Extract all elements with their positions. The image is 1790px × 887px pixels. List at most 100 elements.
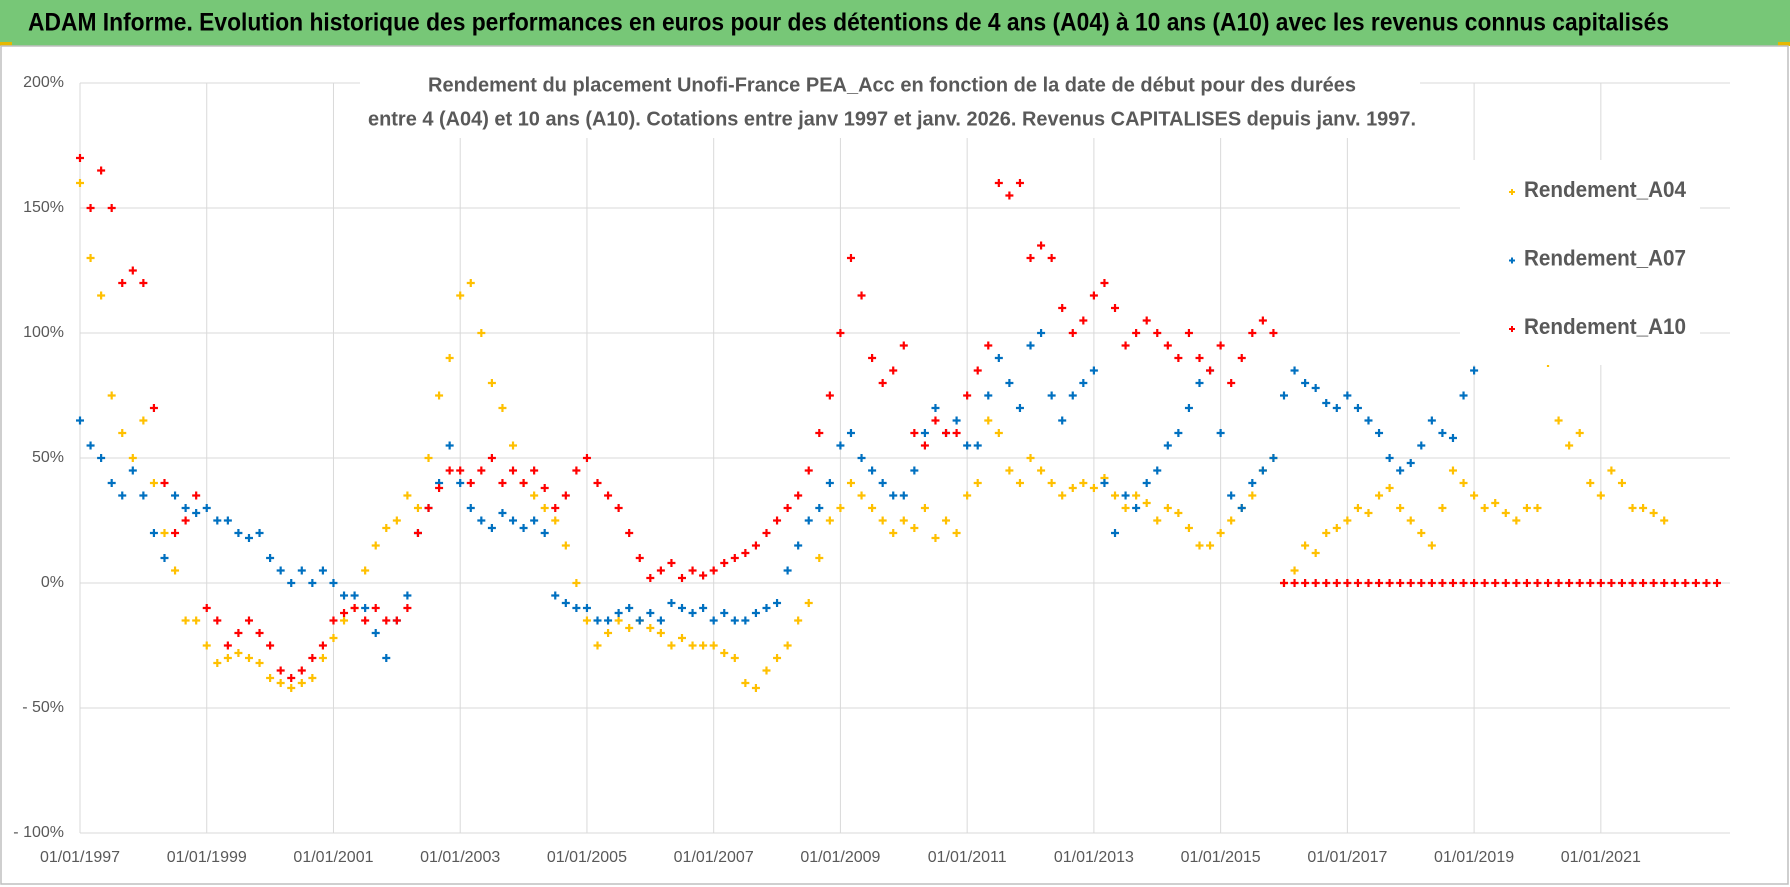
point (688, 641, 697, 650)
point (519, 524, 528, 532)
point (1184, 329, 1193, 337)
point (1206, 366, 1215, 375)
legend-marker (1509, 326, 1515, 332)
legend-label: Rendement_A10 (1524, 314, 1686, 339)
point (477, 516, 486, 525)
point (1142, 479, 1151, 487)
point (1258, 466, 1267, 475)
point (878, 379, 887, 387)
point (1227, 379, 1236, 387)
point (1512, 516, 1521, 525)
point (1396, 504, 1405, 512)
point (97, 291, 106, 300)
point (244, 654, 253, 662)
point (751, 609, 760, 617)
point (1248, 479, 1257, 487)
point (920, 504, 929, 512)
point (371, 604, 380, 612)
corner (0, 42, 12, 46)
point (1026, 254, 1035, 262)
point (699, 571, 708, 580)
point (846, 254, 855, 262)
point (266, 554, 275, 562)
point (234, 629, 243, 637)
point (561, 599, 570, 607)
point (466, 479, 475, 487)
point (635, 554, 644, 562)
point (741, 549, 750, 557)
point (1628, 504, 1637, 512)
point (572, 604, 581, 612)
point (456, 466, 465, 475)
point (836, 329, 845, 337)
point (1015, 404, 1024, 412)
point (1132, 504, 1141, 512)
point (1237, 504, 1246, 512)
point (1279, 579, 1288, 587)
point (836, 441, 845, 450)
point (1206, 541, 1215, 550)
point (656, 566, 665, 575)
point (1195, 354, 1204, 362)
point (1005, 379, 1014, 387)
point (1617, 579, 1626, 587)
point (688, 566, 697, 575)
point (1121, 341, 1130, 350)
point (1184, 524, 1193, 532)
point (1607, 579, 1616, 587)
point (371, 541, 380, 550)
point (244, 534, 253, 542)
point (382, 616, 391, 625)
point (287, 674, 296, 682)
point (1163, 504, 1172, 512)
point (1216, 341, 1225, 350)
point (1343, 579, 1352, 587)
x-tick-label: 01/01/2001 (293, 849, 373, 866)
point (192, 616, 201, 625)
point (1153, 329, 1162, 337)
point (445, 441, 454, 450)
point (973, 479, 982, 487)
point (276, 566, 285, 575)
point (783, 641, 792, 650)
point (128, 266, 137, 275)
point (1427, 541, 1436, 550)
point (1132, 491, 1141, 500)
point (435, 391, 444, 400)
point (1290, 566, 1299, 575)
point (1375, 429, 1384, 437)
point (572, 579, 581, 587)
x-tick-label: 01/01/2009 (800, 849, 880, 866)
point (1089, 484, 1098, 492)
point (889, 491, 898, 500)
point (97, 454, 106, 462)
point (530, 491, 539, 500)
point (1058, 416, 1067, 425)
point (646, 624, 655, 632)
point (107, 391, 116, 400)
point (1427, 579, 1436, 587)
point (984, 416, 993, 425)
point (171, 566, 180, 575)
point (97, 166, 106, 175)
point (1163, 441, 1172, 450)
point (614, 616, 623, 625)
legend: Rendement_A04 Rendement_A07 Rendement_A10 (1460, 160, 1700, 365)
y-tick-label: 200% (23, 74, 64, 91)
point (76, 154, 84, 162)
point (477, 466, 486, 475)
point (350, 591, 359, 600)
point (1184, 404, 1193, 412)
point (931, 416, 940, 425)
point (815, 504, 824, 512)
point (1279, 391, 1288, 400)
point (1037, 241, 1046, 250)
point (1227, 516, 1236, 525)
point (1068, 329, 1077, 337)
point (1565, 579, 1574, 587)
point (677, 634, 686, 642)
point (266, 641, 275, 650)
point (276, 666, 285, 675)
point (551, 591, 560, 600)
point (984, 341, 993, 350)
